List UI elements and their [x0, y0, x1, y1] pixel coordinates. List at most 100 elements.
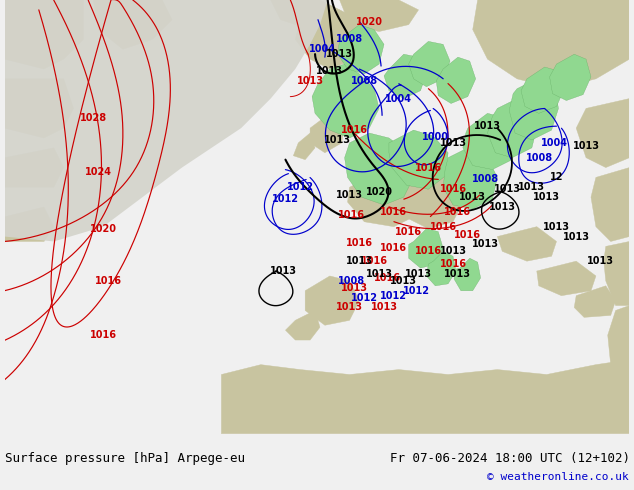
Text: 1013: 1013 [370, 302, 398, 313]
Polygon shape [591, 168, 630, 242]
Text: 1016: 1016 [455, 230, 481, 240]
Text: 1013: 1013 [533, 192, 560, 202]
Text: 1016: 1016 [380, 244, 408, 253]
Text: Surface pressure [hPa] Arpege-eu: Surface pressure [hPa] Arpege-eu [5, 452, 245, 465]
Text: 1013: 1013 [346, 256, 373, 266]
Text: 1013: 1013 [563, 232, 590, 242]
Text: 1013: 1013 [324, 135, 351, 145]
Text: 1013: 1013 [366, 269, 392, 279]
Text: 1020: 1020 [89, 223, 117, 234]
Polygon shape [427, 251, 456, 286]
Text: 1016: 1016 [415, 163, 442, 172]
Text: 1013: 1013 [316, 66, 344, 76]
Text: 1016: 1016 [338, 210, 365, 220]
Text: 1016: 1016 [430, 221, 456, 232]
Polygon shape [576, 98, 630, 168]
Text: 12: 12 [550, 172, 563, 182]
Text: 1020: 1020 [366, 187, 392, 197]
Text: 1016: 1016 [341, 125, 368, 135]
Text: 1016: 1016 [380, 207, 408, 217]
Text: © weatheronline.co.uk: © weatheronline.co.uk [488, 472, 629, 482]
Text: Fr 07-06-2024 18:00 UTC (12+102): Fr 07-06-2024 18:00 UTC (12+102) [390, 452, 630, 465]
Text: 1013: 1013 [336, 302, 363, 313]
Text: 1013: 1013 [439, 138, 467, 148]
Polygon shape [389, 130, 448, 189]
Polygon shape [463, 113, 517, 170]
Polygon shape [497, 227, 557, 261]
Polygon shape [521, 67, 564, 113]
Text: 1012: 1012 [380, 291, 408, 301]
Polygon shape [310, 113, 345, 153]
Text: 1013: 1013 [444, 269, 472, 279]
Text: 1013: 1013 [326, 49, 353, 59]
Text: 1013: 1013 [297, 76, 323, 86]
Polygon shape [404, 172, 463, 229]
Polygon shape [340, 0, 418, 31]
Polygon shape [488, 98, 537, 158]
Text: 1013: 1013 [270, 266, 297, 276]
Polygon shape [285, 311, 320, 340]
Text: 1016: 1016 [415, 246, 442, 256]
Text: 1013: 1013 [336, 190, 363, 200]
Text: 1016: 1016 [373, 273, 401, 283]
Text: 1008: 1008 [351, 76, 378, 86]
Text: 1012: 1012 [287, 182, 314, 192]
Polygon shape [443, 148, 497, 209]
Text: 1008: 1008 [338, 276, 365, 286]
Text: 1016: 1016 [361, 256, 387, 266]
Polygon shape [454, 258, 481, 291]
Polygon shape [338, 24, 384, 74]
Polygon shape [4, 0, 84, 69]
Polygon shape [305, 276, 359, 325]
Polygon shape [345, 133, 413, 205]
Polygon shape [473, 0, 630, 89]
Polygon shape [294, 133, 315, 160]
Polygon shape [295, 10, 369, 69]
Text: 1013: 1013 [494, 184, 521, 194]
Text: 1024: 1024 [85, 168, 112, 177]
Text: 1016: 1016 [395, 226, 422, 237]
Text: 1012: 1012 [272, 194, 299, 204]
Text: 1016: 1016 [444, 207, 472, 217]
Polygon shape [409, 41, 450, 87]
Polygon shape [4, 0, 328, 242]
Polygon shape [436, 57, 476, 103]
Text: 1013: 1013 [543, 221, 570, 232]
Text: 1008: 1008 [526, 153, 553, 163]
Polygon shape [509, 79, 559, 140]
Polygon shape [4, 207, 54, 242]
Polygon shape [221, 360, 630, 434]
Text: 1004: 1004 [385, 94, 412, 103]
Text: 1020: 1020 [356, 17, 383, 26]
Polygon shape [4, 79, 74, 138]
Text: 1013: 1013 [405, 269, 432, 279]
Text: 1013: 1013 [341, 283, 368, 293]
Text: 1004: 1004 [309, 44, 337, 54]
Text: 1012: 1012 [351, 293, 378, 303]
Text: 1008: 1008 [472, 174, 499, 184]
Polygon shape [347, 172, 418, 227]
Polygon shape [537, 261, 596, 295]
Text: 1016: 1016 [439, 259, 467, 269]
Text: 1016: 1016 [89, 330, 117, 340]
Text: 1013: 1013 [439, 246, 467, 256]
Polygon shape [384, 54, 427, 98]
Polygon shape [271, 0, 340, 29]
Text: 1013: 1013 [391, 276, 417, 286]
Text: 1013: 1013 [474, 121, 501, 131]
Polygon shape [550, 54, 591, 100]
Polygon shape [608, 306, 630, 379]
Text: 1013: 1013 [573, 141, 600, 151]
Text: 1013: 1013 [519, 182, 545, 192]
Polygon shape [409, 229, 443, 268]
Text: 1016: 1016 [94, 276, 122, 286]
Polygon shape [604, 242, 630, 306]
Text: 1000: 1000 [422, 132, 449, 142]
Text: 1004: 1004 [541, 138, 568, 148]
Text: 1013: 1013 [587, 256, 614, 266]
Text: 1012: 1012 [403, 286, 430, 296]
Text: 1016: 1016 [346, 239, 373, 248]
Text: 1028: 1028 [80, 113, 107, 123]
Text: 1013: 1013 [489, 202, 516, 212]
Text: 1008: 1008 [336, 34, 363, 45]
